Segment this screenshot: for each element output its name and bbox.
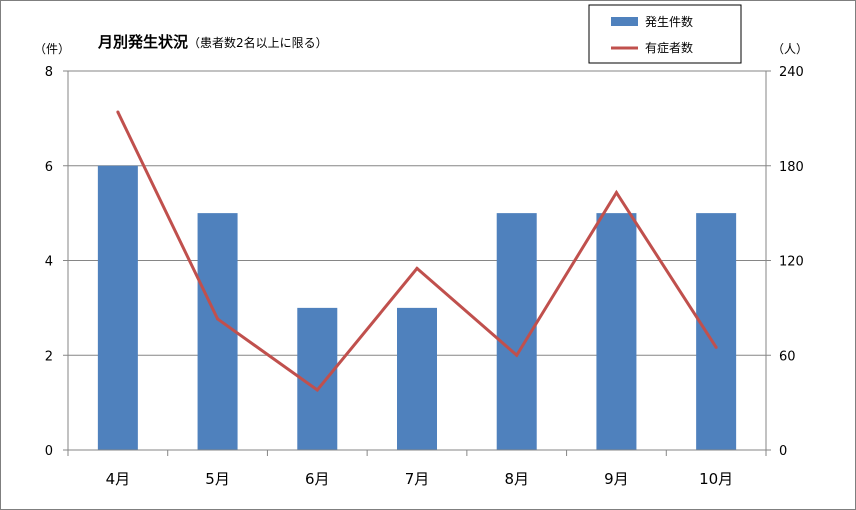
left-axis-ticks: 0 2 4 6 8 (45, 65, 53, 459)
line-point-4 (415, 266, 419, 270)
right-axis-ticks: 0 60 120 180 240 (779, 65, 804, 459)
line-point-5 (515, 353, 519, 357)
x-axis-ticks: 4月 5月 6月 7月 8月 9月 10月 (106, 470, 734, 488)
axes (63, 70, 771, 456)
line-point-1 (116, 110, 120, 114)
left-tick-label: 8 (45, 65, 53, 80)
bar-4 (397, 307, 437, 450)
left-tick-label: 6 (45, 160, 53, 175)
right-tick-label: 240 (779, 65, 804, 80)
right-tick-label: 180 (779, 160, 804, 175)
line-point-3 (315, 388, 319, 392)
left-tick-label: 0 (45, 444, 53, 459)
left-axis-unit: （件） (34, 42, 70, 56)
bar-1 (97, 165, 138, 450)
right-tick-label: 120 (779, 255, 804, 270)
legend: 発生件数 有症者数 (588, 4, 742, 64)
bar-2 (197, 213, 238, 450)
chart-title: 月別発生状況（患者数2名以上に限る） (97, 33, 328, 51)
line-series (116, 110, 718, 393)
right-axis-unit: （人） (772, 42, 808, 56)
line-point-6 (614, 191, 618, 195)
bar-6 (596, 213, 637, 450)
left-tick-label: 2 (45, 349, 53, 364)
right-tick-label: 60 (779, 349, 796, 364)
chart-title-main: 月別発生状況 (97, 33, 188, 51)
x-tick-label: 4月 (106, 470, 131, 488)
x-tick-label: 9月 (604, 470, 629, 488)
x-tick-label: 5月 (205, 470, 230, 488)
legend-box (588, 4, 742, 64)
x-tick-label: 8月 (504, 470, 529, 488)
right-tick-label: 0 (779, 444, 787, 459)
line-point-2 (216, 317, 220, 321)
bar-7 (696, 213, 737, 450)
bar-series (97, 165, 737, 450)
line-point-7 (714, 345, 718, 349)
x-tick-label: 7月 (405, 470, 430, 488)
left-tick-label: 4 (45, 255, 53, 270)
legend-bar-swatch (611, 17, 638, 26)
x-tick-label: 6月 (305, 470, 330, 488)
legend-line-label: 有症者数 (645, 40, 693, 55)
chart-subtitle: （患者数2名以上に限る） (188, 35, 328, 50)
legend-bar-label: 発生件数 (645, 14, 693, 29)
x-tick-label: 10月 (699, 470, 733, 488)
